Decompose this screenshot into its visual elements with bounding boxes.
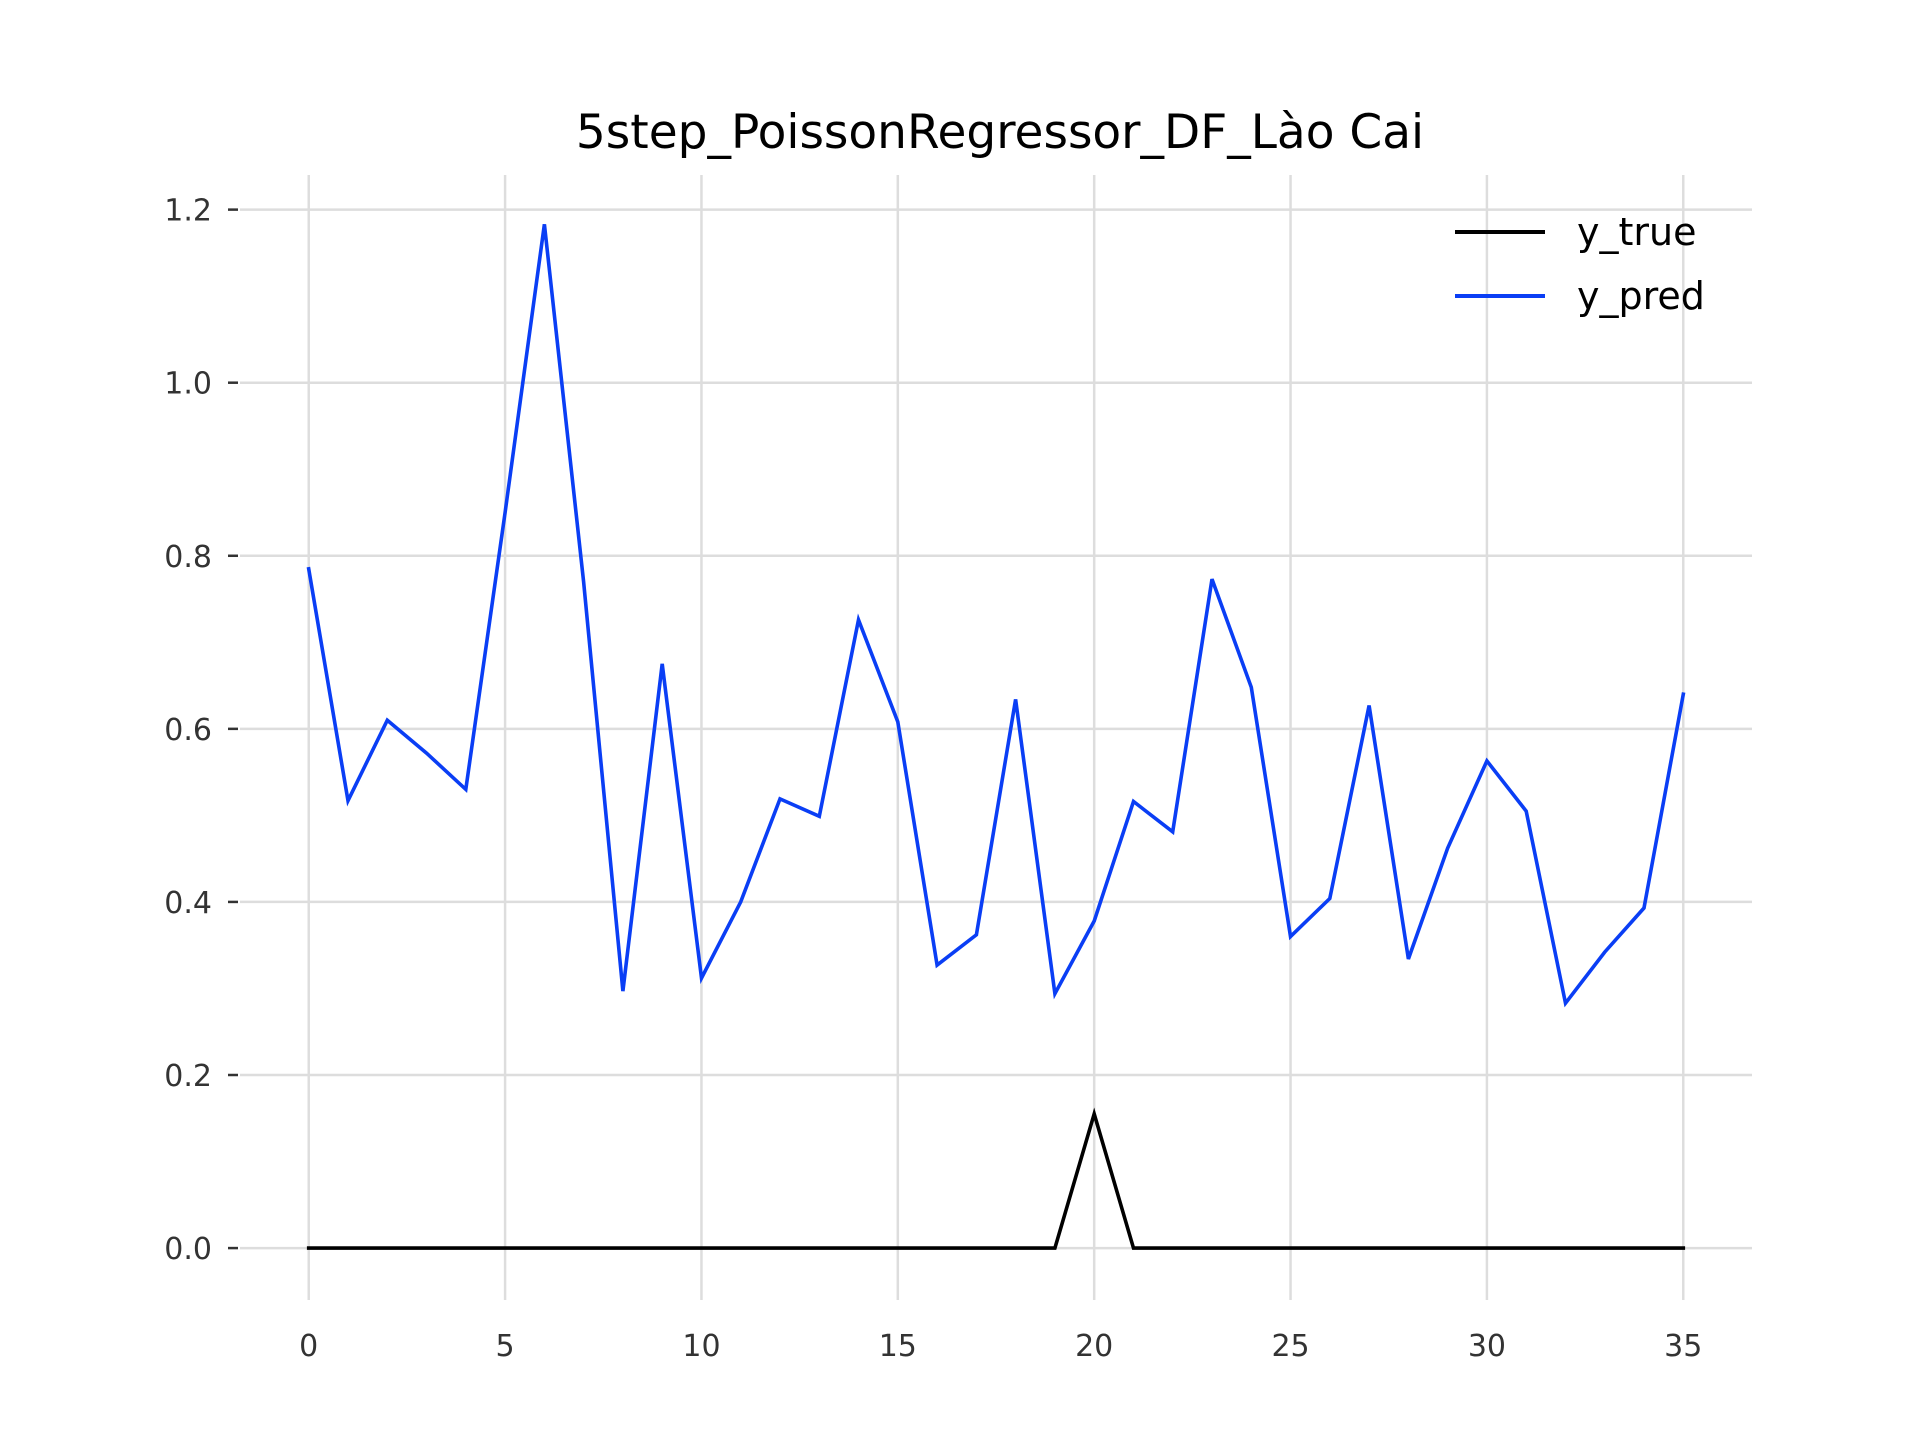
chart-title: 5step_PoissonRegressor_DF_Lào Cai — [576, 105, 1424, 160]
x-tick-label: 10 — [682, 1329, 720, 1364]
x-tick-label: 25 — [1271, 1329, 1309, 1364]
legend-label-y-pred: y_pred — [1577, 274, 1705, 318]
y-tick-label: 0.4 — [164, 886, 212, 921]
y-tick-label: 1.2 — [164, 194, 212, 229]
x-tick-label: 35 — [1664, 1329, 1702, 1364]
series-line-y-pred — [306, 224, 1686, 1008]
x-tick-label: 15 — [879, 1329, 917, 1364]
series-line-y-true — [306, 1107, 1686, 1250]
legend: y_true y_pred — [1455, 210, 1705, 318]
legend-label-y-true: y_true — [1577, 210, 1696, 254]
axis-ticks: 0 5 10 15 20 25 30 35 0.0 0.2 0.4 0.6 0.8 1.0 1.2 — [164, 194, 1702, 1364]
x-tick-label: 20 — [1075, 1329, 1113, 1364]
x-tick-label: 5 — [496, 1329, 515, 1364]
y-tick-label: 0.8 — [164, 540, 212, 575]
y-tick-label: 0.0 — [164, 1232, 212, 1267]
y-tick-label: 0.6 — [164, 713, 212, 748]
y-tick-label: 0.2 — [164, 1059, 212, 1094]
x-tick-label: 30 — [1468, 1329, 1506, 1364]
y-tick-label: 1.0 — [164, 367, 212, 402]
series — [306, 224, 1686, 1250]
x-tick-label: 0 — [299, 1329, 318, 1364]
